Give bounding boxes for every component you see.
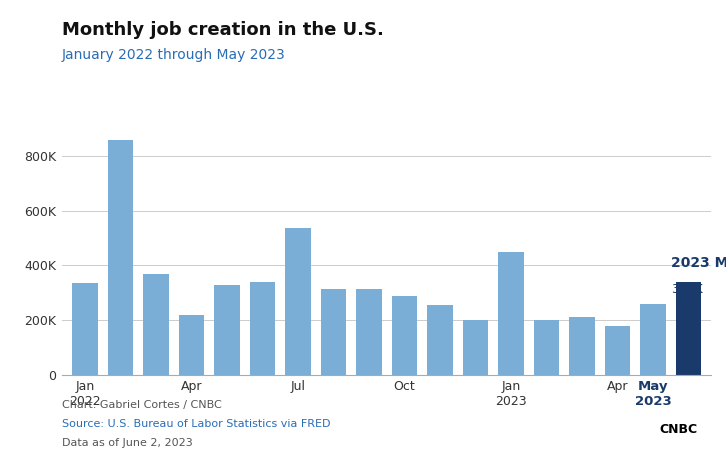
Bar [143,274,168,375]
Bar [427,305,452,375]
Bar [534,320,559,375]
Bar [285,228,311,375]
Text: CNBC: CNBC [660,423,698,436]
Bar [605,325,630,375]
Bar [356,289,382,375]
Bar [72,283,97,375]
Text: Chart: Gabriel Cortes / CNBC: Chart: Gabriel Cortes / CNBC [62,400,221,410]
Text: Data as of June 2, 2023: Data as of June 2, 2023 [62,438,192,448]
Bar [107,140,133,375]
Text: January 2022 through May 2023: January 2022 through May 2023 [62,48,285,62]
Bar [391,296,417,375]
Text: Source: U.S. Bureau of Labor Statistics via FRED: Source: U.S. Bureau of Labor Statistics … [62,419,330,429]
Bar [250,282,275,375]
Bar [214,285,240,375]
Bar [498,252,523,375]
Bar [569,317,595,375]
Text: Monthly job creation in the U.S.: Monthly job creation in the U.S. [62,21,383,38]
Bar [179,315,204,375]
Bar [321,289,346,375]
Bar [462,320,488,375]
Text: 339K: 339K [671,283,702,297]
Bar [640,304,666,375]
Text: 2023 May: 2023 May [671,256,726,270]
Bar [676,282,701,375]
